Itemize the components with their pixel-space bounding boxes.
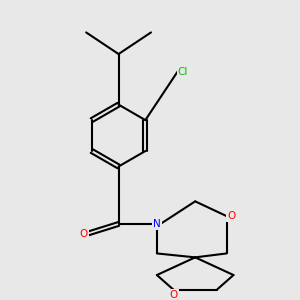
Text: O: O xyxy=(169,290,178,300)
Text: O: O xyxy=(227,211,235,221)
Text: N: N xyxy=(153,219,161,229)
Text: O: O xyxy=(80,229,88,239)
Text: Cl: Cl xyxy=(178,67,188,77)
